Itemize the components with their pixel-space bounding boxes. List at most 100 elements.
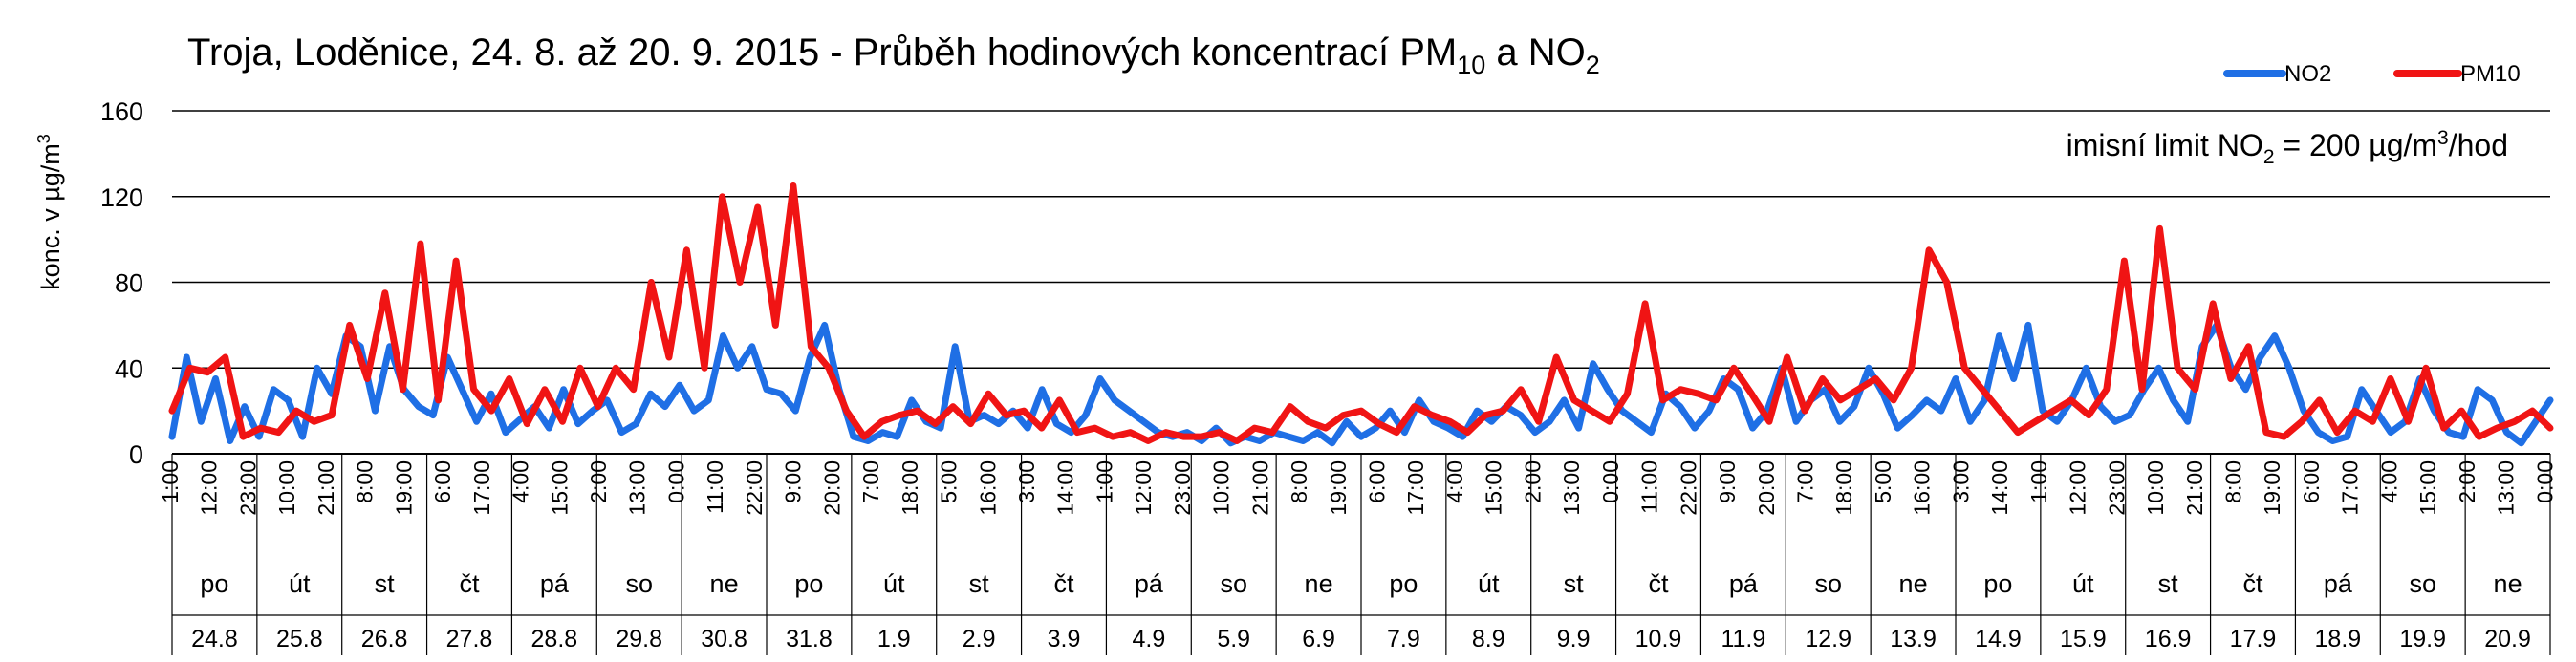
day-weekday-label: út	[289, 569, 311, 598]
day-weekday-label: po	[1389, 569, 1418, 598]
day-weekday-label: st	[375, 569, 396, 598]
day-weekday-label: so	[2409, 569, 2436, 598]
x-time-tick-label: 12:00	[197, 460, 222, 516]
x-time-tick-label: 0:00	[663, 460, 688, 503]
x-time-tick-label: 1:00	[158, 460, 183, 503]
x-time-tick-label: 8:00	[353, 460, 378, 503]
x-time-tick-label: 16:00	[1910, 460, 1935, 516]
y-tick-label: 160	[100, 97, 143, 126]
x-time-tick-label: 17:00	[2338, 460, 2363, 516]
day-weekday-label: pá	[540, 569, 570, 598]
day-weekday-label: so	[1220, 569, 1247, 598]
x-time-tick-label: 22:00	[742, 460, 767, 516]
day-date-label: 28.8	[531, 626, 578, 652]
x-time-tick-label: 11:00	[703, 460, 727, 514]
x-time-tick-label: 12:00	[1131, 460, 1156, 516]
x-time-tick-label: 4:00	[1442, 460, 1467, 503]
day-weekday-label: po	[200, 569, 228, 598]
day-date-label: 11.9	[1721, 626, 1765, 652]
y-tick-label: 80	[115, 269, 143, 298]
day-date-label: 19.9	[2399, 626, 2446, 652]
x-time-tick-label: 4:00	[509, 460, 533, 503]
x-time-tick-label: 1:00	[1092, 460, 1116, 503]
day-weekday-label: po	[794, 569, 823, 598]
day-weekday-label: út	[2072, 569, 2094, 598]
time-tick-labels: 1:00 12:00 23:00 10:00 21:00 8:00 19:00 6:00 17:…	[158, 460, 2557, 516]
day-date-label: 26.8	[361, 626, 408, 652]
day-weekday-label: so	[625, 569, 653, 598]
day-date-label: 10.9	[1635, 626, 1682, 652]
day-date-label: 31.8	[786, 626, 833, 652]
day-date-label: 16.9	[2145, 626, 2192, 652]
x-time-tick-label: 18:00	[898, 460, 922, 516]
series-lines	[168, 182, 2554, 447]
x-time-tick-label: 15:00	[547, 460, 572, 516]
day-date-label: 30.8	[701, 626, 747, 652]
x-time-tick-label: 15:00	[1482, 460, 1506, 516]
x-time-tick-label: 10:00	[274, 460, 299, 516]
day-labels: po 24.8 út 25.8 st 26.8 čt 27.8 pá 28.8 so 29.8 ne 30…	[191, 569, 2531, 652]
day-date-label: 24.8	[191, 626, 238, 652]
x-time-tick-label: 21:00	[1247, 460, 1272, 516]
x-time-tick-label: 3:00	[1948, 460, 1973, 503]
x-time-tick-label: 10:00	[2143, 460, 2168, 516]
day-weekday-label: ne	[1899, 569, 1928, 598]
x-time-tick-label: 1:00	[2026, 460, 2051, 503]
x-time-tick-label: 22:00	[1676, 460, 1700, 516]
y-tick-labels: 0 40 80 120 160	[100, 97, 143, 469]
x-time-tick-label: 19:00	[391, 460, 416, 516]
day-date-label: 12.9	[1805, 626, 1851, 652]
legend-label-no2: NO2	[2284, 61, 2331, 87]
x-time-tick-label: 20:00	[1754, 460, 1779, 516]
legend-label-pm10: PM10	[2460, 61, 2521, 87]
day-weekday-label: út	[1478, 569, 1500, 598]
day-date-label: 13.9	[1890, 626, 1937, 652]
day-date-label: 6.9	[1302, 626, 1335, 652]
day-weekday-label: čt	[1648, 569, 1669, 598]
day-date-label: 3.9	[1048, 626, 1081, 652]
y-tick-label: 0	[129, 440, 143, 469]
day-weekday-label: po	[1983, 569, 2012, 598]
day-date-label: 27.8	[446, 626, 493, 652]
x-time-tick-label: 18:00	[1831, 460, 1856, 516]
x-time-tick-label: 2:00	[2455, 460, 2479, 503]
day-weekday-label: ne	[710, 569, 739, 598]
day-weekday-label: út	[883, 569, 905, 598]
day-weekday-label: st	[2158, 569, 2179, 598]
x-time-tick-label: 21:00	[2182, 460, 2207, 516]
day-date-label: 5.9	[1217, 626, 1250, 652]
day-date-label: 15.9	[2060, 626, 2107, 652]
x-time-tick-label: 10:00	[1209, 460, 1234, 516]
day-date-label: 7.9	[1387, 626, 1420, 652]
x-time-tick-label: 5:00	[937, 460, 962, 503]
x-time-tick-label: 23:00	[1170, 460, 1195, 516]
x-time-tick-label: 12:00	[2066, 460, 2090, 516]
x-time-tick-label: 2:00	[586, 460, 611, 503]
x-time-tick-label: 8:00	[2221, 460, 2246, 503]
day-date-label: 20.9	[2484, 626, 2531, 652]
x-time-tick-label: 9:00	[781, 460, 806, 503]
x-time-tick-label: 15:00	[2415, 460, 2440, 516]
x-time-tick-label: 9:00	[1715, 460, 1740, 503]
x-time-tick-label: 23:00	[236, 460, 261, 516]
series-line-pm10	[168, 182, 2554, 444]
x-time-tick-label: 4:00	[2376, 460, 2401, 503]
x-time-tick-label: 21:00	[314, 460, 338, 516]
x-time-tick-label: 7:00	[1793, 460, 1818, 503]
x-time-tick-label: 13:00	[625, 460, 650, 516]
day-date-label: 25.8	[276, 626, 323, 652]
legend: NO2 PM10	[2223, 61, 2521, 87]
day-weekday-label: st	[1564, 569, 1585, 598]
chart-title: Troja, Loděnice, 24. 8. až 20. 9. 2015 -…	[187, 32, 1600, 79]
day-date-label: 4.9	[1132, 626, 1165, 652]
day-weekday-label: ne	[1305, 569, 1333, 598]
x-time-tick-label: 2:00	[1520, 460, 1545, 503]
x-time-tick-label: 0:00	[1598, 460, 1623, 503]
y-tick-label: 40	[115, 354, 143, 383]
x-time-tick-label: 19:00	[2260, 460, 2284, 516]
day-weekday-label: pá	[1135, 569, 1164, 598]
day-date-label: 9.9	[1557, 626, 1591, 652]
x-time-tick-label: 13:00	[2494, 460, 2519, 516]
x-time-tick-label: 17:00	[1403, 460, 1428, 516]
